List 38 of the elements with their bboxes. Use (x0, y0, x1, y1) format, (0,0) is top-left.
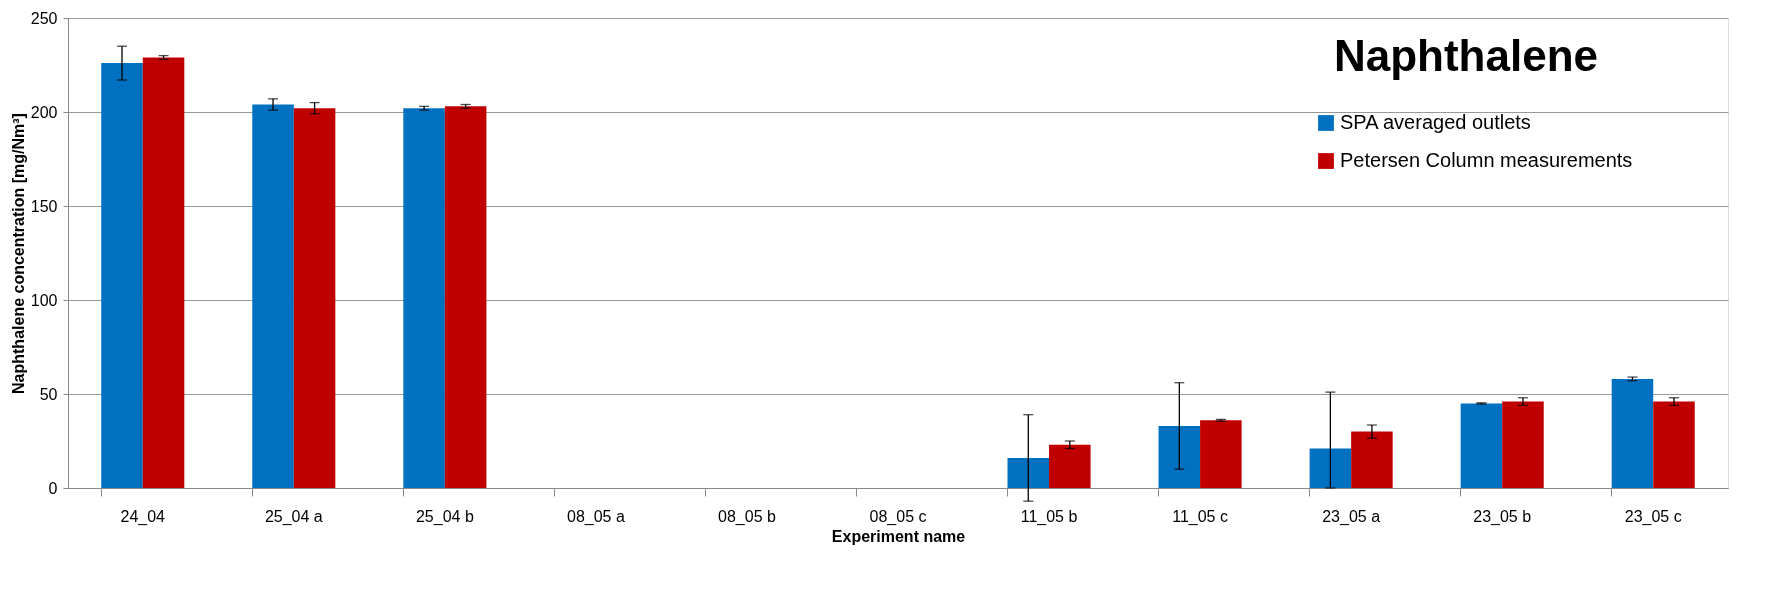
bar (1049, 444, 1091, 488)
x-tick-label: 23_05 c (1624, 507, 1682, 526)
chart-title: Naphthalene (1333, 31, 1598, 80)
bar (1158, 425, 1201, 488)
y-tick-label: 250 (30, 9, 58, 27)
y-tick-label: 100 (30, 291, 58, 309)
x-tick-label: 11_05 c (1172, 507, 1228, 526)
bar (293, 108, 336, 488)
legend-label: SPA averaged outlets (1340, 111, 1531, 133)
bar (1309, 448, 1352, 488)
bar (444, 106, 487, 488)
x-tick-label: 08_05 c (869, 507, 927, 526)
x-axis-title: Experiment name (831, 527, 966, 545)
legend-label: Petersen Column measurements (1340, 149, 1633, 171)
x-tick-label: 23_05 a (1322, 507, 1381, 526)
bar (252, 104, 294, 488)
bar (142, 57, 185, 488)
bar (1007, 457, 1050, 488)
x-tick-label: 24_04 (120, 507, 166, 526)
bar (1502, 401, 1544, 488)
bar (1653, 401, 1695, 488)
x-tick-label: 11_05 b (1020, 507, 1078, 526)
bar (1351, 431, 1393, 488)
bar (1200, 420, 1242, 488)
x-tick-label: 08_05 a (566, 507, 625, 526)
x-tick-label: 08_05 b (718, 507, 776, 526)
bar (1460, 403, 1503, 488)
bar (403, 108, 445, 488)
y-tick-label: 200 (30, 103, 58, 121)
y-tick-label: 150 (30, 197, 58, 215)
y-axis-title: Naphthalene concentration [mg/Nm³] (9, 113, 27, 394)
bar (1611, 378, 1654, 488)
y-tick-label: 0 (48, 479, 58, 497)
x-tick-label: 25_04 a (264, 507, 323, 526)
bar (101, 63, 143, 488)
x-tick-label: 25_04 b (415, 507, 474, 526)
y-tick-label: 50 (39, 385, 58, 403)
x-tick-label: 23_05 b (1473, 507, 1532, 526)
